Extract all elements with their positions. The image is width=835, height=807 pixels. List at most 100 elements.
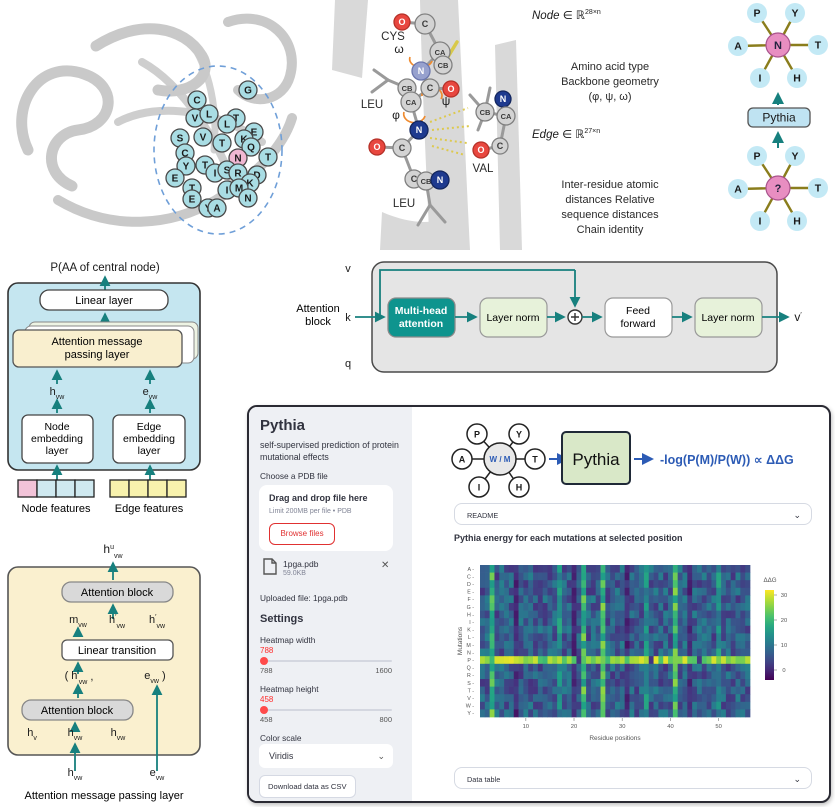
svg-text:C -: C - [467,574,474,580]
slider-min-label: 788 [260,666,273,675]
svg-text:A: A [734,184,742,196]
node-formula: Node ∈ ℝ28×n [532,9,601,22]
svg-text:T: T [219,139,225,150]
svg-text:N: N [244,194,251,205]
svg-text:hv: hv [27,727,37,742]
color-scale-select[interactable]: Viridis ⌄ [259,744,393,768]
svg-text:30: 30 [781,593,787,599]
app-sidebar: Pythia self-supervised prediction of pro… [249,407,412,801]
heatmap-width-slider[interactable] [260,657,392,665]
data-table-expander[interactable]: Data table ⌄ [454,767,812,789]
app-main-area: P Y A T I H W / M Pythia -log(P(M)/P(W)) ∝ ΔΔG… [412,407,833,801]
uploaded-file-size: 59.0KB [283,570,306,577]
svg-text:Node: Node [44,421,69,433]
svg-text:G: G [244,86,252,97]
svg-text:C: C [497,141,504,151]
slider-thumb[interactable] [260,657,268,665]
slider-max-label: 800 [379,715,392,724]
attention-block-box-bottom [21,699,134,721]
svg-text:N: N [500,94,507,104]
svg-text:passing layer: passing layer [65,349,130,361]
heatmap-cells [480,565,751,718]
svg-text:N: N [234,154,241,165]
svg-text:L: L [224,120,230,131]
chevron-down-icon: ⌄ [793,774,801,784]
svg-text:v′: v′ [794,310,802,324]
uploaded-file-name: 1pga.pdb [283,559,319,569]
svg-text:D -: D - [467,582,474,588]
svg-text:H: H [793,216,801,228]
svg-text:CB: CB [421,177,432,186]
svg-text:H: H [516,482,523,492]
browse-files-button[interactable]: Browse files [269,523,335,545]
svg-text:N: N [774,40,782,52]
svg-text:Y: Y [183,162,190,173]
svg-text:O: O [447,84,454,94]
amp-caption: Attention message passing layer [25,790,184,802]
heatmap-chart-title: Pythia energy for each mutations at sele… [454,533,683,543]
star-graph-known: P Y A T I H N [728,3,828,88]
readme-expander[interactable]: README ⌄ [454,503,812,525]
svg-text:I -: I - [469,620,474,626]
svg-text:evw ): evw ) [144,670,165,685]
svg-text:N: N [437,175,444,185]
svg-text:Attention message: Attention message [51,336,142,348]
svg-text:forward: forward [620,318,655,330]
svg-text:P: P [474,429,480,439]
download-csv-button[interactable]: Download data as CSV [259,775,356,798]
attention-block-panel: Attention block Multi-head attention Lay… [296,261,802,373]
svg-text:P: P [753,8,760,20]
remove-file-icon[interactable]: ✕ [381,560,390,571]
color-scale-label: Color scale [260,733,302,743]
svg-text:ω: ω [394,42,403,56]
linear-layer-box [39,289,169,311]
file-uploader-label: Choose a PDB file [260,471,328,481]
edge-feature-desc: Inter-residue atomic distances Relative … [561,179,659,236]
edge-features-caption: Edge features [115,503,184,515]
heatmap-height-slider[interactable] [260,706,392,714]
heatmap-axes: A -C - D - E -F - G -H - I - K -L - M -N - P - Q… [457,567,722,742]
svg-text:T: T [815,40,822,52]
svg-text:layer: layer [138,445,161,457]
svg-text:T: T [265,153,271,164]
node-feature-cells [17,479,95,498]
svg-text:Mutations: Mutations [457,626,464,655]
svg-text:T -: T - [468,688,475,694]
svg-text:Y: Y [791,8,798,20]
svg-text:30: 30 [619,724,625,730]
data-table-label: Data table [467,775,501,784]
slider-max-label: 1600 [375,666,392,675]
svg-text:G -: G - [467,605,475,611]
svg-text:CA: CA [435,48,446,57]
svg-text:Y: Y [516,429,522,439]
edge-formula: Edge ∈ ℝ27×n [532,128,601,141]
attention-io-labels: v k q v′ [345,263,802,370]
svg-text:O: O [398,17,405,27]
svg-text:I: I [226,186,229,197]
svg-text:φ: φ [392,108,400,122]
svg-text:E: E [172,174,179,185]
node-feature-desc: Amino acid type Backbone geometry (φ, ψ,… [561,61,659,103]
heatmap-width-value: 788 [260,646,274,655]
svg-text:40: 40 [667,724,673,730]
linear-layer-label: Linear layer [75,295,133,307]
file-dropzone[interactable]: Drag and drop file here Limit 200MB per … [259,485,393,551]
edge-embedding-box [112,414,186,464]
svg-text:A: A [734,41,742,53]
svg-text:layer: layer [46,445,69,457]
svg-text:E: E [189,195,196,206]
svg-text:C: C [399,143,406,153]
mutation-star-graph: P Y A T I H W / M [451,423,546,498]
svg-text:M: M [235,184,243,195]
svg-text:q: q [345,358,351,370]
svg-text:S: S [224,166,231,177]
readme-label: README [467,511,499,520]
svg-text:V -: V - [467,696,474,702]
svg-text:0: 0 [782,668,785,674]
attention-message-passing-box [12,329,183,368]
slider-thumb[interactable] [260,706,268,714]
node-features-caption: Node features [21,503,91,515]
svg-text:ΔΔG: ΔΔG [763,577,776,584]
svg-text:R: R [234,169,242,180]
